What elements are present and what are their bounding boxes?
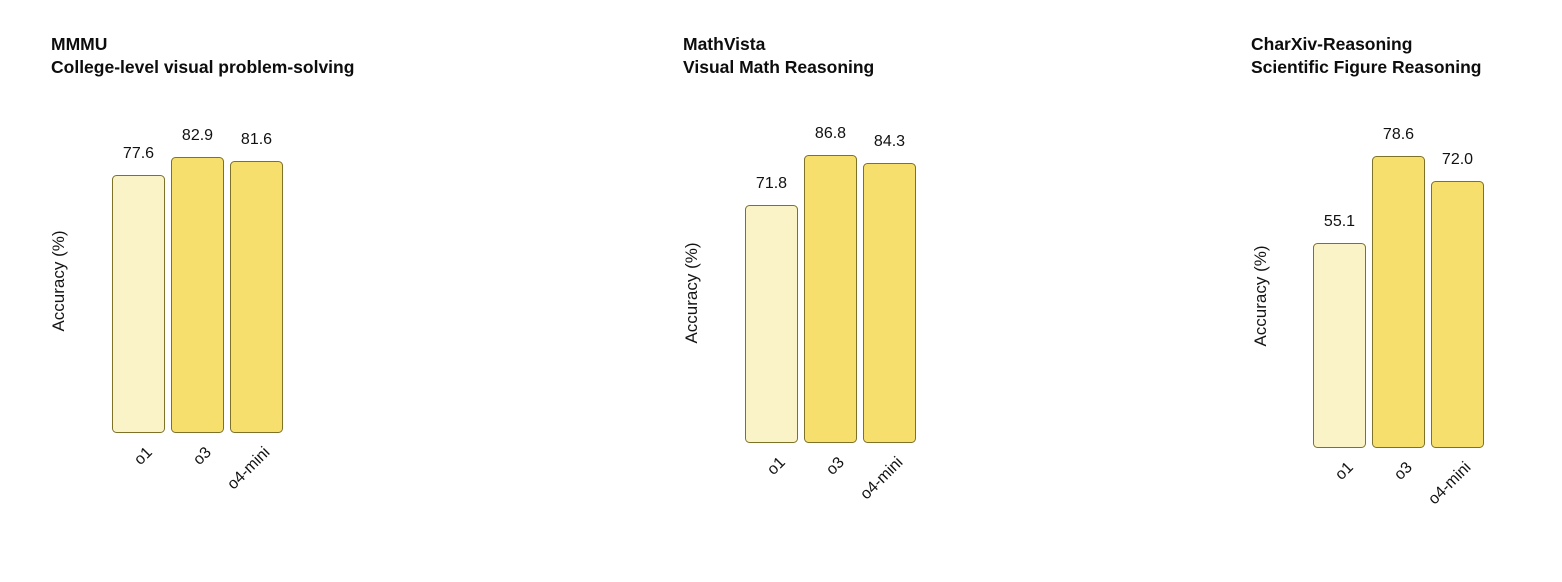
value-label-o3: 78.6 — [1382, 126, 1415, 143]
value-label-o4-mini: 84.3 — [873, 133, 906, 150]
bar-o4-mini — [1431, 181, 1484, 448]
bar-o1 — [745, 205, 798, 443]
value-label-o1: 77.6 — [122, 145, 155, 162]
x-tick-label-o4-mini: o4-mini — [1425, 459, 1475, 509]
chart-title-line1: CharXiv-Reasoning — [1251, 34, 1413, 54]
chart-title-line2: Visual Math Reasoning — [683, 57, 875, 77]
value-label-o4-mini: 81.6 — [240, 131, 273, 148]
bar-o3 — [804, 155, 857, 443]
value-label-o1: 55.1 — [1323, 213, 1356, 230]
bar-o1 — [1313, 243, 1366, 448]
y-axis-label: Accuracy (%) — [1251, 245, 1270, 347]
chart-title-line2: Scientific Figure Reasoning — [1251, 57, 1482, 77]
chart-title: MathVista Visual Math Reasoning — [683, 33, 874, 79]
chart-title-line1: MMMU — [51, 34, 108, 54]
value-label-o4-mini: 72.0 — [1441, 151, 1474, 168]
bar-o4-mini — [230, 161, 283, 433]
bar-o1 — [112, 175, 165, 433]
chart-title-line1: MathVista — [683, 34, 766, 54]
value-label-o1: 71.8 — [755, 175, 788, 192]
bar-o3 — [1372, 156, 1425, 448]
chart-title-line2: College-level visual problem-solving — [51, 57, 355, 77]
value-label-o3: 82.9 — [181, 127, 214, 144]
chart-title: MMMU College-level visual problem-solvin… — [51, 33, 354, 79]
bar-o4-mini — [863, 163, 916, 443]
bar-o3 — [171, 157, 224, 433]
chart-title: CharXiv-Reasoning Scientific Figure Reas… — [1251, 33, 1481, 79]
value-label-o3: 86.8 — [814, 125, 847, 142]
x-tick-label-o3: o3 — [1390, 459, 1416, 484]
x-tick-label-o1: o1 — [1331, 459, 1357, 484]
